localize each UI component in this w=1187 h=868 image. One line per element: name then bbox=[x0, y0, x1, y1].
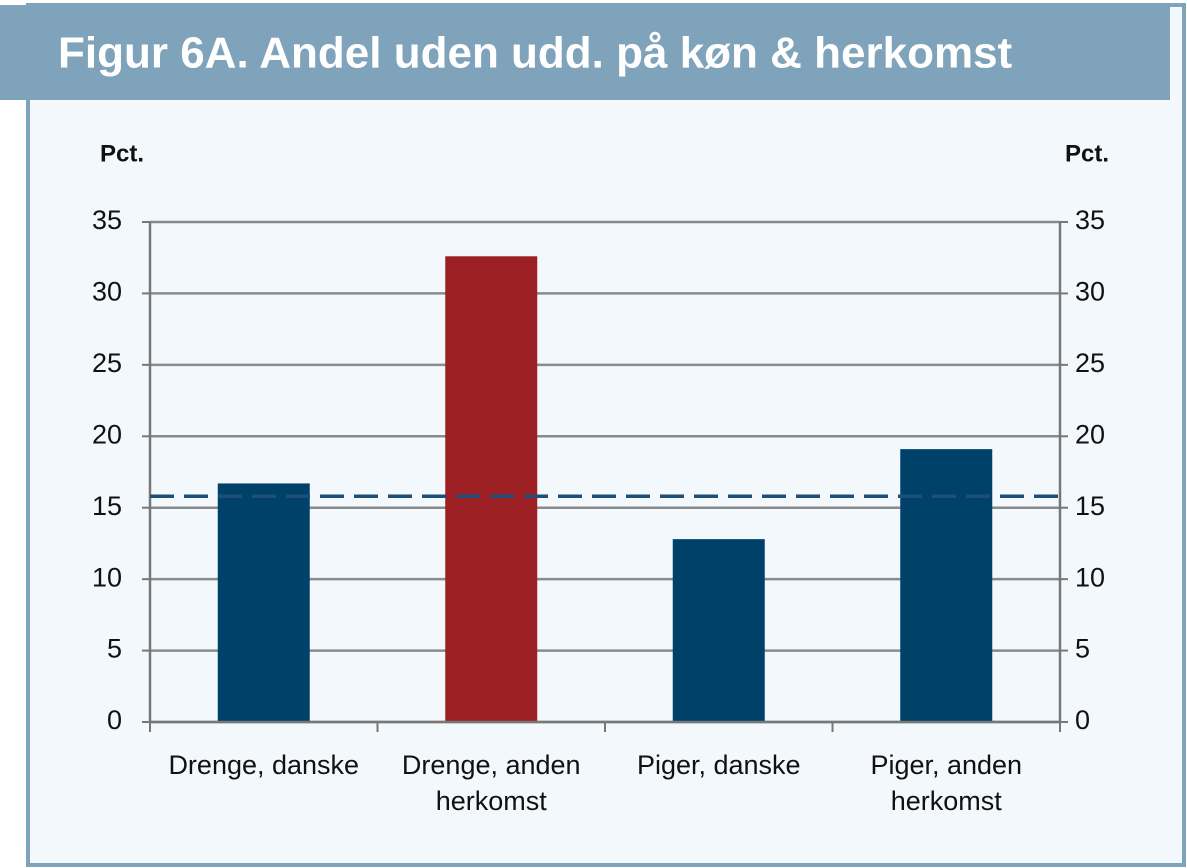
y2-tick-label: 10 bbox=[1075, 562, 1105, 592]
bar bbox=[672, 539, 765, 722]
y2-tick-label: 5 bbox=[1075, 634, 1090, 664]
y-axis-label: Pct. bbox=[100, 140, 144, 167]
y2-tick-label: 15 bbox=[1075, 491, 1105, 521]
y-tick-label: 20 bbox=[92, 419, 122, 449]
y-tick-label: 25 bbox=[92, 348, 122, 378]
panel bbox=[26, 3, 1186, 867]
x-tick-label: Piger, anden herkomst bbox=[870, 750, 1022, 816]
bar bbox=[900, 449, 993, 722]
x-tick-label: Drenge, anden herkomst bbox=[402, 750, 581, 816]
y2-tick-label: 30 bbox=[1075, 277, 1105, 307]
bar bbox=[217, 483, 310, 722]
y-tick-label: 5 bbox=[107, 634, 122, 664]
y2-tick-label: 35 bbox=[1075, 205, 1105, 235]
chart-title: Figur 6A. Andel uden udd. på køn & herko… bbox=[58, 29, 1013, 78]
x-tick-label: Piger, danske bbox=[637, 750, 801, 780]
y2-tick-label: 0 bbox=[1075, 705, 1090, 735]
y-tick-label: 15 bbox=[92, 491, 122, 521]
x-tick-label: Drenge, danske bbox=[168, 750, 359, 780]
y-tick-label: 0 bbox=[107, 705, 122, 735]
title-banner bbox=[0, 5, 1170, 100]
y2-tick-label: 20 bbox=[1075, 419, 1105, 449]
y2-axis-label: Pct. bbox=[1065, 140, 1109, 167]
bar bbox=[445, 256, 538, 722]
y-tick-label: 35 bbox=[92, 205, 122, 235]
y-tick-label: 10 bbox=[92, 562, 122, 592]
y2-tick-label: 25 bbox=[1075, 348, 1105, 378]
y-tick-label: 30 bbox=[92, 277, 122, 307]
